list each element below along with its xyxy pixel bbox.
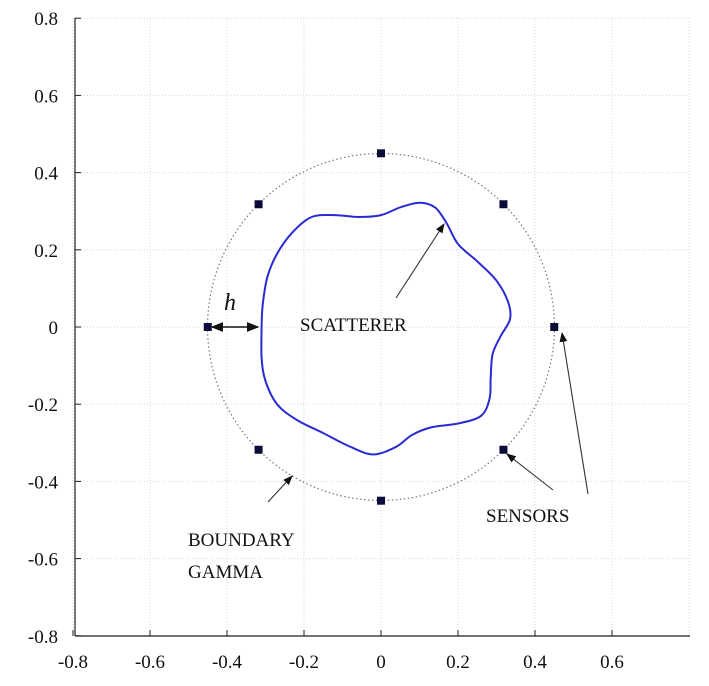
scatterer-arrow [395,223,445,299]
sensor-marker [499,200,508,209]
x-tick-label: 0.2 [446,652,470,673]
boundary-label-line2: GAMMA [188,562,263,583]
sensor-marker [254,445,263,454]
y-tick-label: 0.8 [34,9,58,30]
sensor-marker [254,200,263,209]
sensor-marker [499,445,508,454]
h-label: h [224,290,236,316]
sensor-marker [377,496,385,505]
x-tick-label: -0.2 [289,652,319,673]
y-tick-label: -0.6 [28,550,58,571]
sensors-label: SENSORS [486,506,569,527]
x-tick-label: 0 [376,652,386,673]
sensors-arrow-1 [559,331,589,495]
x-tick-labels: -0.8 -0.6 -0.4 -0.2 0 0.2 0.4 0.6 [58,630,624,673]
scatterer-label: SCATTERER [300,315,407,336]
y-tick-label: -0.8 [28,627,58,648]
boundary-arrow [267,475,293,503]
sensors [203,149,559,505]
x-tick-label: 0.6 [600,652,624,673]
x-tick-label: 0.4 [523,652,547,673]
sensor-marker [203,323,212,331]
sensor-marker [550,323,559,331]
x-tick-label: -0.6 [135,652,165,673]
boundary-label-line1: BOUNDARY [188,530,295,551]
y-tick-labels: 0.8 0.6 0.4 0.2 0 -0.2 -0.4 -0.6 -0.8 [28,9,81,648]
sensors-arrow-2 [506,453,554,491]
y-tick-label: -0.4 [28,472,59,493]
y-tick-label: 0.6 [34,86,58,107]
sensor-marker [377,149,385,158]
scatterer-curve [260,201,512,456]
x-tick-label: -0.4 [212,652,243,673]
y-tick-label: 0 [49,318,59,339]
y-tick-label: -0.2 [28,395,58,416]
x-tick-label: -0.8 [58,652,88,673]
y-tick-label: 0.4 [34,164,58,185]
y-tick-label: 0.2 [34,241,58,262]
